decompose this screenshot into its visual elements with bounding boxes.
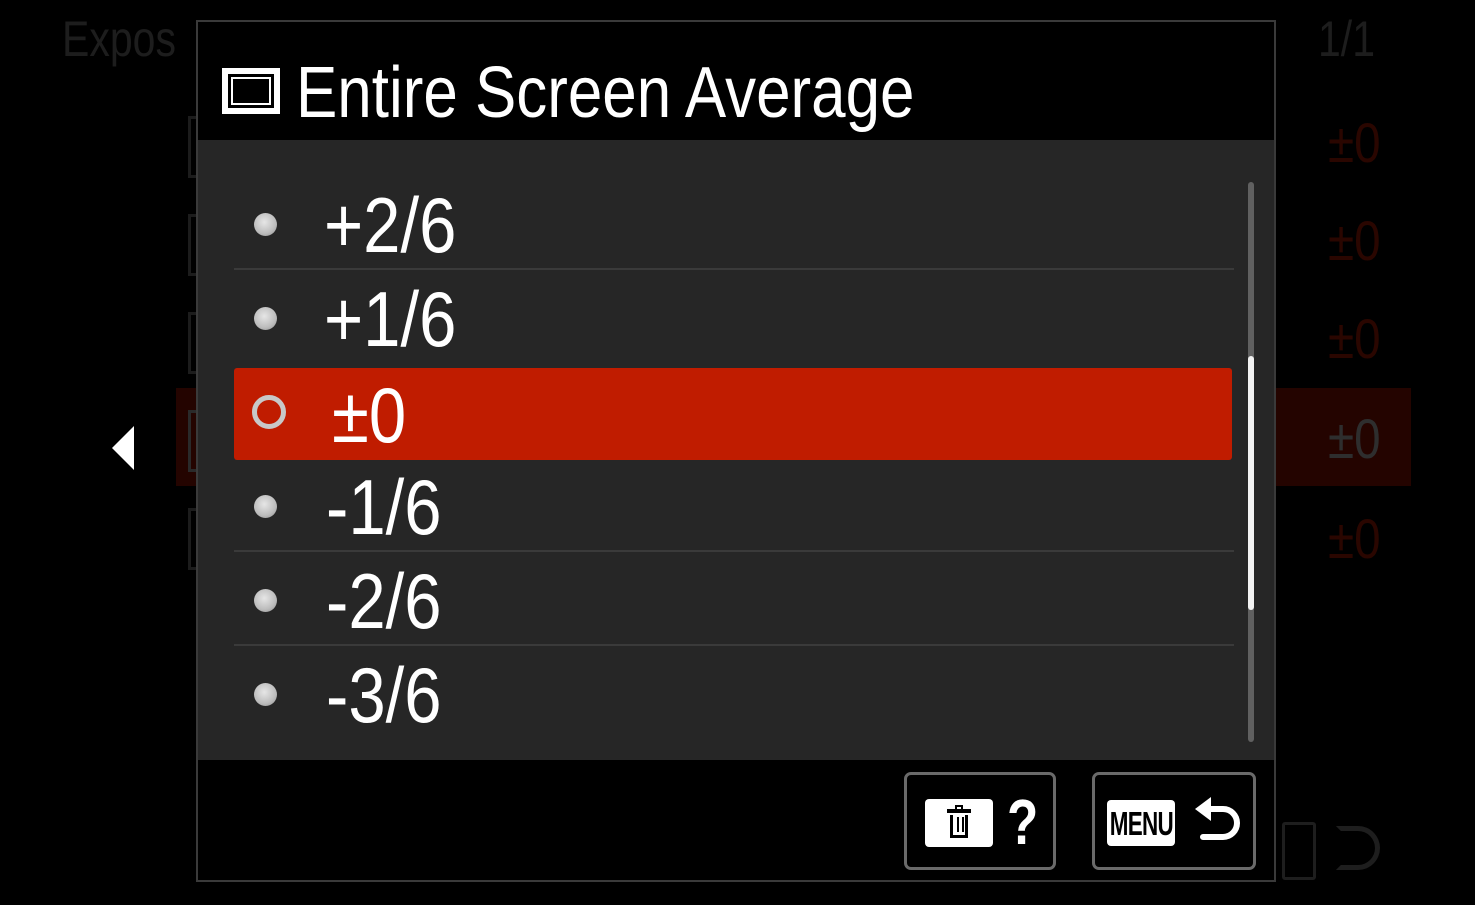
radio-icon xyxy=(254,589,277,612)
radio-selected-icon xyxy=(252,395,286,429)
background-return-icon xyxy=(1336,826,1380,870)
dialog-title: Entire Screen Average xyxy=(296,53,915,133)
background-row-value: ±0 xyxy=(1328,407,1381,470)
help-label: ? xyxy=(1007,786,1039,858)
back-button[interactable]: MENU xyxy=(1092,772,1256,870)
option-minus-2-6[interactable]: -2/6 xyxy=(234,554,1234,646)
menu-icon: MENU xyxy=(1107,800,1175,846)
background-row-bracket xyxy=(188,214,201,276)
scrollbar-thumb[interactable] xyxy=(1248,356,1254,610)
background-page-indicator: 1/1 xyxy=(1318,11,1376,67)
background-row-bracket xyxy=(188,312,201,374)
option-list: +2/6 +1/6 ±0 -1/6 -2/6 -3/6 xyxy=(198,140,1274,760)
trash-can-glyph xyxy=(947,805,971,839)
option-zero-selected[interactable]: ±0 xyxy=(234,368,1232,460)
background-footer-button xyxy=(1282,822,1316,880)
option-label: +2/6 xyxy=(324,181,457,269)
radio-icon xyxy=(254,683,277,706)
option-plus-1-6[interactable]: +1/6 xyxy=(234,272,1234,364)
background-row-bracket xyxy=(188,410,201,472)
background-menu-title: Expos xyxy=(62,11,176,67)
help-button[interactable]: ? xyxy=(904,772,1056,870)
option-plus-2-6[interactable]: +2/6 xyxy=(234,178,1234,270)
triangle-left-icon[interactable] xyxy=(112,426,134,470)
radio-icon xyxy=(254,213,277,236)
option-label: -1/6 xyxy=(326,463,442,551)
background-row-value: ±0 xyxy=(1328,507,1381,570)
option-label: +1/6 xyxy=(324,275,457,363)
option-minus-1-6[interactable]: -1/6 xyxy=(234,460,1234,552)
background-row-bracket xyxy=(188,116,201,178)
option-label: ±0 xyxy=(332,371,407,459)
dialog-header: Entire Screen Average xyxy=(198,22,1274,140)
background-row-value: ±0 xyxy=(1328,209,1381,272)
option-label: -3/6 xyxy=(326,651,442,739)
return-arrow-icon xyxy=(1195,797,1240,840)
radio-icon xyxy=(254,307,277,330)
radio-icon xyxy=(254,495,277,518)
option-label: -2/6 xyxy=(326,557,442,645)
menu-label: MENU xyxy=(1109,805,1174,842)
option-minus-3-6[interactable]: -3/6 xyxy=(234,648,1234,740)
entire-screen-average-icon xyxy=(222,68,280,114)
background-row-value: ±0 xyxy=(1328,111,1381,174)
trash-icon xyxy=(925,799,993,847)
metering-options-dialog: Entire Screen Average +2/6 +1/6 ±0 -1/6 … xyxy=(196,20,1276,882)
background-row-value: ±0 xyxy=(1328,307,1381,370)
background-row-bracket xyxy=(188,508,201,570)
